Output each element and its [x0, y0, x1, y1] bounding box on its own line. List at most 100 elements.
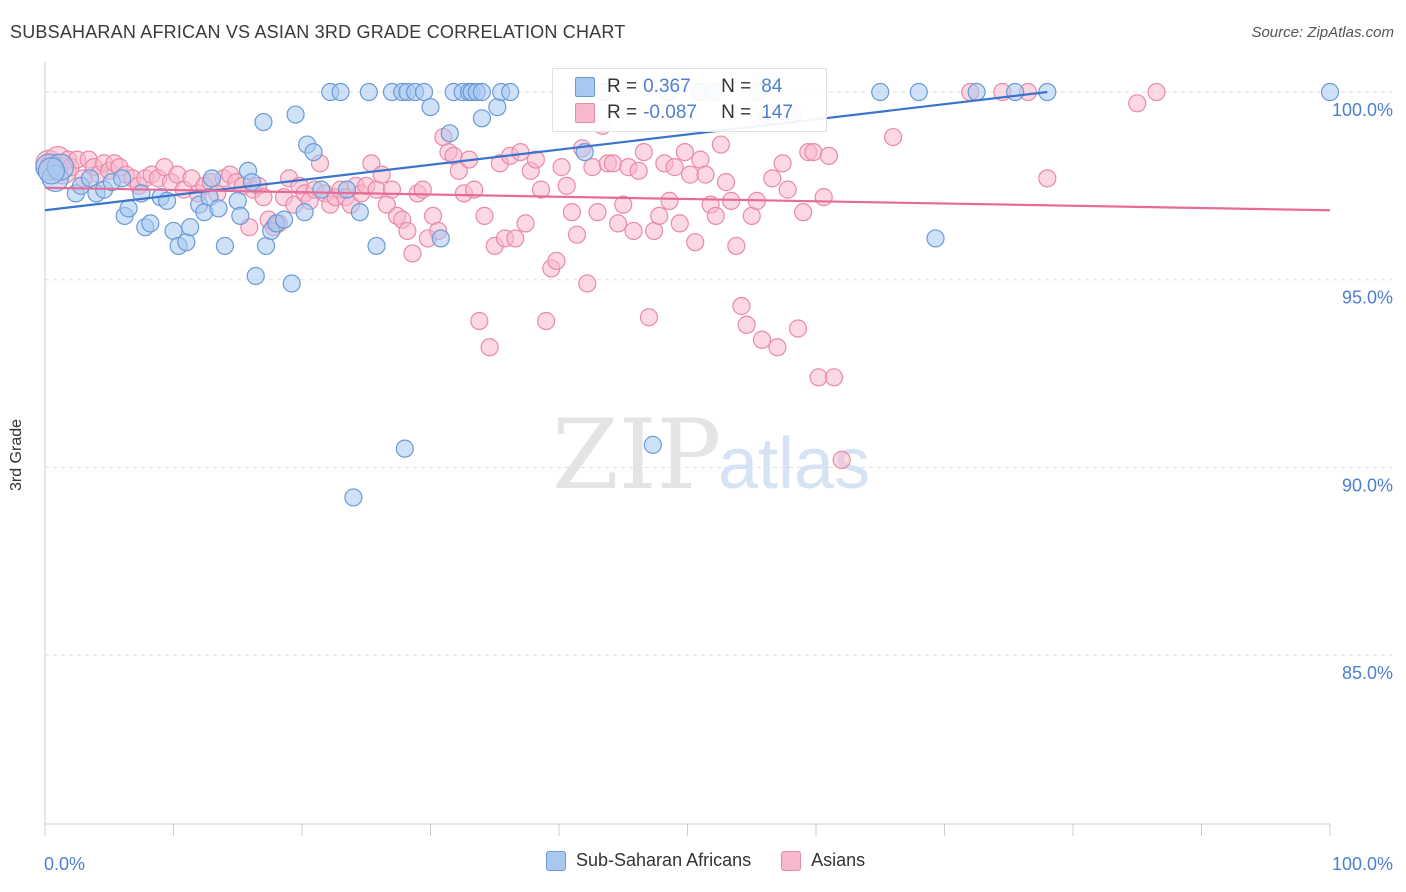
point-asians: [711, 135, 731, 154]
point-asians: [650, 206, 669, 226]
point-sub-saharan-africans: [228, 191, 247, 210]
point-sub-saharan-africans: [246, 266, 265, 286]
legend-label: Asians: [811, 850, 866, 870]
point-asians: [547, 251, 566, 271]
point-asians: [819, 146, 838, 165]
point-asians: [670, 214, 689, 233]
point-asians: [367, 180, 386, 199]
point-asians: [832, 450, 851, 469]
y-tick-label: 95.0%: [1342, 288, 1393, 308]
point-asians: [742, 206, 761, 226]
point-sub-saharan-africans: [440, 124, 459, 143]
y-axis-label: 3rd Grade: [8, 418, 25, 492]
point-asians: [814, 188, 833, 207]
point-asians: [716, 173, 736, 192]
point-sub-saharan-africans: [344, 488, 363, 507]
trend-lines: [44, 90, 1331, 212]
point-sub-saharan-africans: [472, 109, 491, 128]
n-value-blue: 84: [761, 76, 783, 97]
point-asians: [809, 368, 828, 387]
point-asians: [382, 180, 402, 199]
point-sub-saharan-africans: [304, 142, 323, 162]
point-asians: [588, 203, 607, 222]
point-sub-saharan-africans: [312, 180, 331, 199]
point-sub-saharan-africans: [501, 82, 520, 102]
legend-label: Sub-Saharan Africans: [576, 850, 752, 870]
point-asians: [583, 158, 602, 177]
r-value-blue: 0.367: [643, 76, 691, 97]
n-label: N =: [721, 76, 752, 97]
point-sub-saharan-africans: [488, 97, 507, 117]
point-asians: [680, 165, 700, 184]
stats-row-pink: R = -0.087 N = 147: [575, 100, 793, 126]
point-asians: [537, 311, 556, 331]
point-sub-saharan-africans: [286, 105, 305, 124]
point-asians: [423, 206, 443, 226]
point-asians: [1147, 82, 1166, 102]
point-sub-saharan-africans: [254, 112, 273, 132]
point-asians: [629, 161, 648, 180]
point-sub-saharan-africans: [421, 97, 440, 117]
point-sub-saharan-africans: [1320, 82, 1340, 102]
watermark-zip: ZIP: [552, 399, 721, 511]
point-asians: [686, 233, 705, 252]
point-sub-saharan-africans: [215, 236, 234, 256]
point-sub-saharan-africans: [395, 439, 414, 458]
point-asians: [732, 296, 751, 316]
point-asians: [763, 169, 782, 188]
x-tick-label: 0.0%: [44, 854, 85, 874]
point-asians: [465, 180, 484, 199]
point-sub-saharan-africans: [431, 229, 450, 248]
trend-line-asians: [44, 186, 1331, 212]
point-asians: [403, 244, 422, 263]
point-asians: [398, 221, 417, 241]
point-asians: [254, 188, 273, 207]
point-asians: [727, 236, 746, 256]
point-asians: [516, 214, 535, 233]
point-asians: [794, 203, 813, 222]
point-asians: [634, 142, 653, 162]
point-sub-saharan-africans: [274, 210, 294, 229]
point-asians: [562, 203, 581, 222]
point-sub-saharan-africans: [643, 435, 662, 454]
point-asians: [883, 127, 903, 147]
point-asians: [768, 338, 787, 357]
legend-item-sub-saharan-africans[interactable]: Sub-Saharan Africans: [546, 850, 751, 871]
point-sub-saharan-africans: [141, 214, 160, 233]
point-sub-saharan-africans: [37, 157, 66, 185]
tick-labels: 100.0% 95.0% 90.0% 85.0% 0.0% 100.0%: [44, 100, 1393, 874]
point-sub-saharan-africans: [242, 173, 261, 192]
axes: [44, 62, 1331, 836]
stats-legend-box: R = 0.367 N = 84 R = -0.087 N = 147: [552, 68, 827, 132]
r-label: R =: [607, 76, 638, 97]
point-asians: [639, 308, 659, 327]
point-asians: [603, 154, 623, 173]
point-asians: [506, 229, 525, 248]
r-value-pink: -0.087: [643, 102, 697, 123]
legend-item-asians[interactable]: Asians: [781, 850, 865, 871]
point-sub-saharan-africans: [359, 82, 378, 102]
point-asians: [1128, 94, 1147, 113]
point-asians: [737, 315, 756, 334]
point-sub-saharan-africans: [282, 274, 301, 293]
point-sub-saharan-africans: [367, 236, 386, 256]
point-sub-saharan-africans: [177, 233, 196, 252]
chart-legend: Sub-Saharan Africans Asians: [546, 850, 865, 871]
point-sub-saharan-africans: [331, 82, 350, 102]
point-asians: [531, 180, 551, 199]
pink-swatch-icon: [575, 103, 595, 123]
point-sub-saharan-africans: [414, 82, 434, 102]
point-asians: [1038, 169, 1057, 188]
point-asians: [644, 221, 664, 241]
r-label: R =: [607, 102, 638, 123]
point-asians: [614, 195, 633, 214]
point-asians: [788, 319, 808, 338]
point-sub-saharan-africans: [80, 169, 100, 188]
point-sub-saharan-africans: [202, 169, 222, 188]
point-asians: [609, 214, 628, 233]
point-sub-saharan-africans: [181, 218, 200, 237]
point-asians: [660, 191, 679, 210]
blue-swatch-icon: [575, 77, 595, 97]
point-sub-saharan-africans: [295, 203, 314, 222]
